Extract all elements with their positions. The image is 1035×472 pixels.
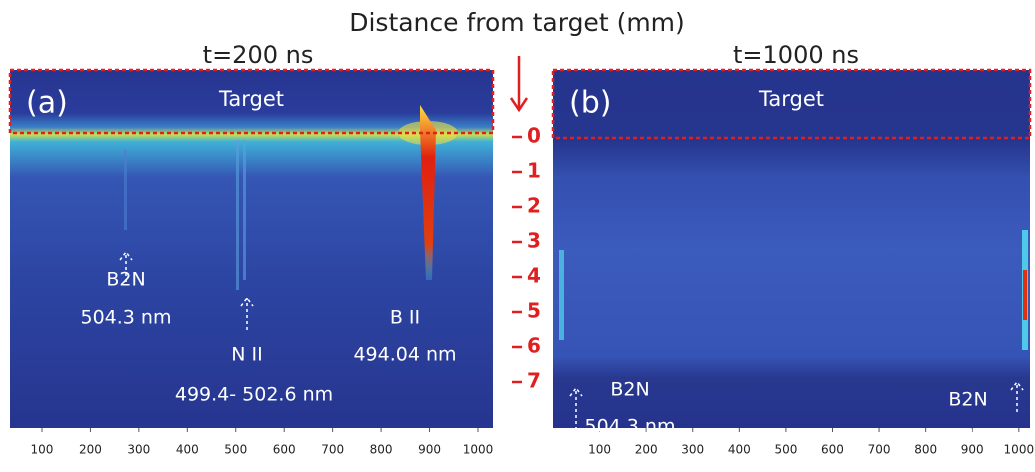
distance-label: 1 <box>527 159 541 183</box>
annotation: 504.3 nm <box>585 416 676 438</box>
x-tick-label: 200 <box>79 443 102 457</box>
x-tick-label: 500 <box>224 443 247 457</box>
x-tick-label: 100 <box>588 443 611 457</box>
x-tick-label: 700 <box>321 443 344 457</box>
panel-title: t=200 ns <box>203 41 314 69</box>
x-tick-label: 1000 <box>463 443 494 457</box>
target-label: Target <box>758 87 824 111</box>
target-box <box>551 68 1032 140</box>
target-box <box>8 68 495 135</box>
target-label: Target <box>218 87 284 111</box>
distance-label: 0 <box>527 124 541 148</box>
x-tick-label: 300 <box>681 443 704 457</box>
annotation-arrows <box>119 250 1024 430</box>
annotation: 499.4- 502.6 nm <box>175 384 333 406</box>
distance-label: 7 <box>527 369 541 393</box>
annotation: 494.04 nm <box>353 344 456 366</box>
panel-b-image <box>553 70 1030 428</box>
figure-title: Distance from target (mm) <box>349 8 685 37</box>
annotation: 504.3 nm <box>81 307 172 329</box>
panel-label: (a) <box>26 86 68 121</box>
annotation: 488.1 nm <box>923 426 1014 448</box>
x-tick-label: 700 <box>868 443 891 457</box>
x-tick-label: 400 <box>728 443 751 457</box>
x-tick-label: 100 <box>31 443 54 457</box>
x-tick-label: 900 <box>418 443 441 457</box>
x-tick-label: 200 <box>635 443 658 457</box>
x-tick-label: 600 <box>273 443 296 457</box>
distance-arrow <box>509 56 529 113</box>
x-tick-label: 1000 <box>1004 443 1035 457</box>
annotation: B2N <box>948 389 987 411</box>
annotation: N II <box>231 344 262 366</box>
x-tick-label: 800 <box>370 443 393 457</box>
x-tick-label: 900 <box>961 443 984 457</box>
x-tick-label: 600 <box>821 443 844 457</box>
distance-label: 5 <box>527 299 541 323</box>
annotation: B2N <box>106 269 145 291</box>
annotation: B2N <box>610 379 649 401</box>
x-tick-label: 800 <box>914 443 937 457</box>
panel-a-image <box>10 70 493 428</box>
annotation: B II <box>390 307 420 329</box>
distance-label: 3 <box>527 229 541 253</box>
distance-label: 2 <box>527 194 541 218</box>
distance-label: 4 <box>527 264 541 288</box>
panel-title: t=1000 ns <box>733 41 859 69</box>
x-tick-label: 300 <box>127 443 150 457</box>
x-tick-label: 500 <box>774 443 797 457</box>
panel-label: (b) <box>569 86 611 121</box>
distance-label: 6 <box>527 334 541 358</box>
x-tick-label: 400 <box>176 443 199 457</box>
